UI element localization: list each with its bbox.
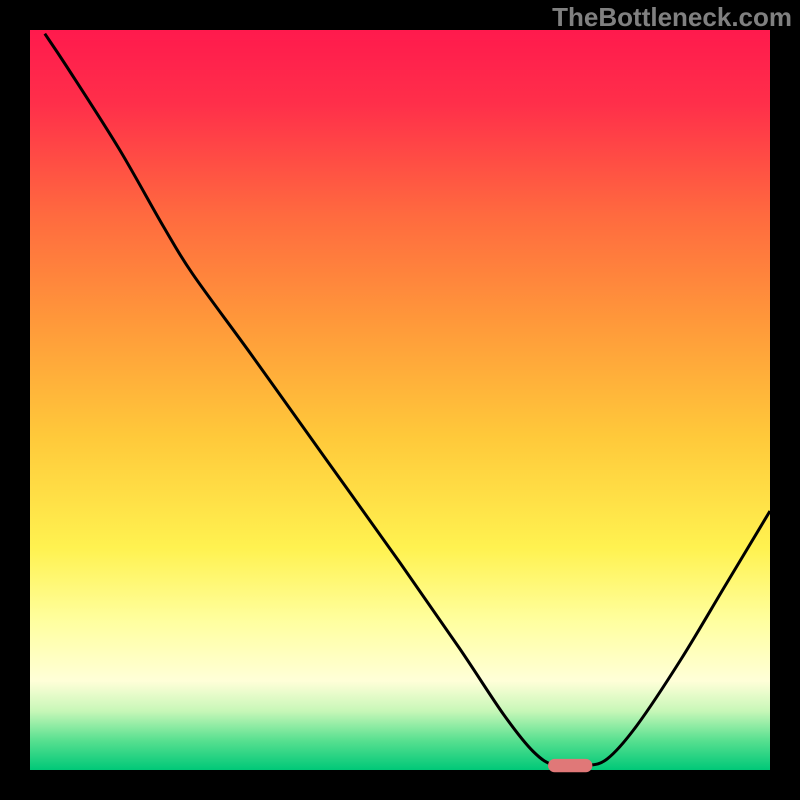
chart-container: TheBottleneck.com <box>0 0 800 800</box>
optimal-marker <box>548 759 592 772</box>
watermark-text: TheBottleneck.com <box>552 2 792 33</box>
plot-background <box>30 30 770 770</box>
bottleneck-chart <box>0 0 800 800</box>
